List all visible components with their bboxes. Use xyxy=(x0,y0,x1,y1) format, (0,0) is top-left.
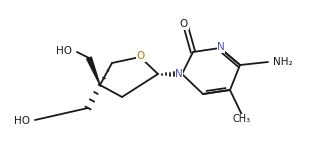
Text: HO: HO xyxy=(14,116,30,126)
Text: O: O xyxy=(180,19,188,29)
Text: HO: HO xyxy=(56,46,72,56)
Polygon shape xyxy=(87,57,100,85)
Text: NH₂: NH₂ xyxy=(273,57,293,67)
Text: CH₃: CH₃ xyxy=(233,114,251,124)
Text: N: N xyxy=(217,42,225,52)
Text: N: N xyxy=(175,69,183,79)
Text: O: O xyxy=(137,51,145,61)
